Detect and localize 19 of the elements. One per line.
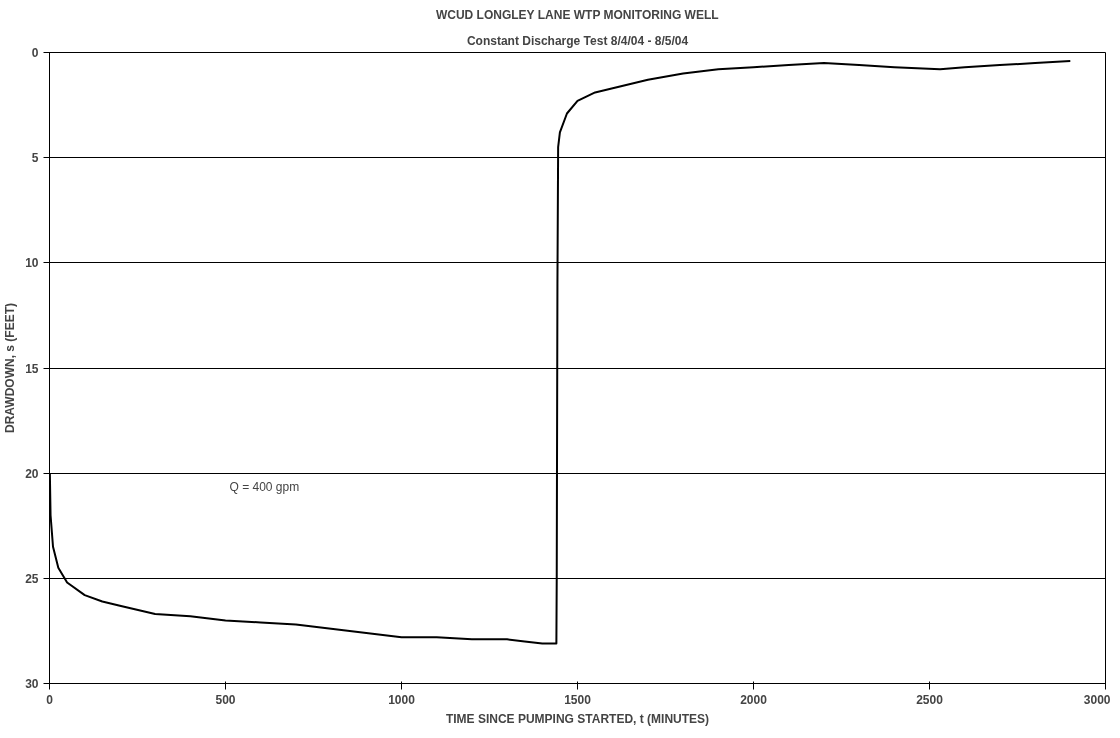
y-tick-label: 25 (25, 571, 39, 586)
x-tick-label: 1000 (388, 692, 416, 707)
chart-subtitle: Constant Discharge Test 8/4/04 - 8/5/04 (466, 33, 689, 48)
y-tick-label: 20 (25, 466, 39, 481)
y-tick-label: 10 (25, 256, 39, 271)
x-tick-label: 1500 (564, 692, 592, 707)
x-tick-label: 3000 (1083, 692, 1111, 707)
x-axis-title: TIME SINCE PUMPING STARTED, t (MINUTES) (445, 711, 710, 726)
chart-title: WCUD LONGLEY LANE WTP MONITORING WELL (435, 7, 719, 22)
y-tick-label: 5 (31, 151, 39, 166)
x-tick-label: 2000 (740, 692, 768, 707)
x-tick-label: 2500 (916, 692, 944, 707)
y-tick-label: 15 (25, 361, 39, 376)
x-tick-label: 0 (46, 692, 54, 707)
x-tick-label: 500 (215, 692, 236, 707)
y-tick-label: 30 (25, 677, 39, 691)
y-tick-label: 0 (31, 46, 39, 60)
y-axis-title: DRAWDOWN, s (FEET) (3, 303, 18, 433)
annotation: Q = 400 gpm (229, 479, 300, 494)
